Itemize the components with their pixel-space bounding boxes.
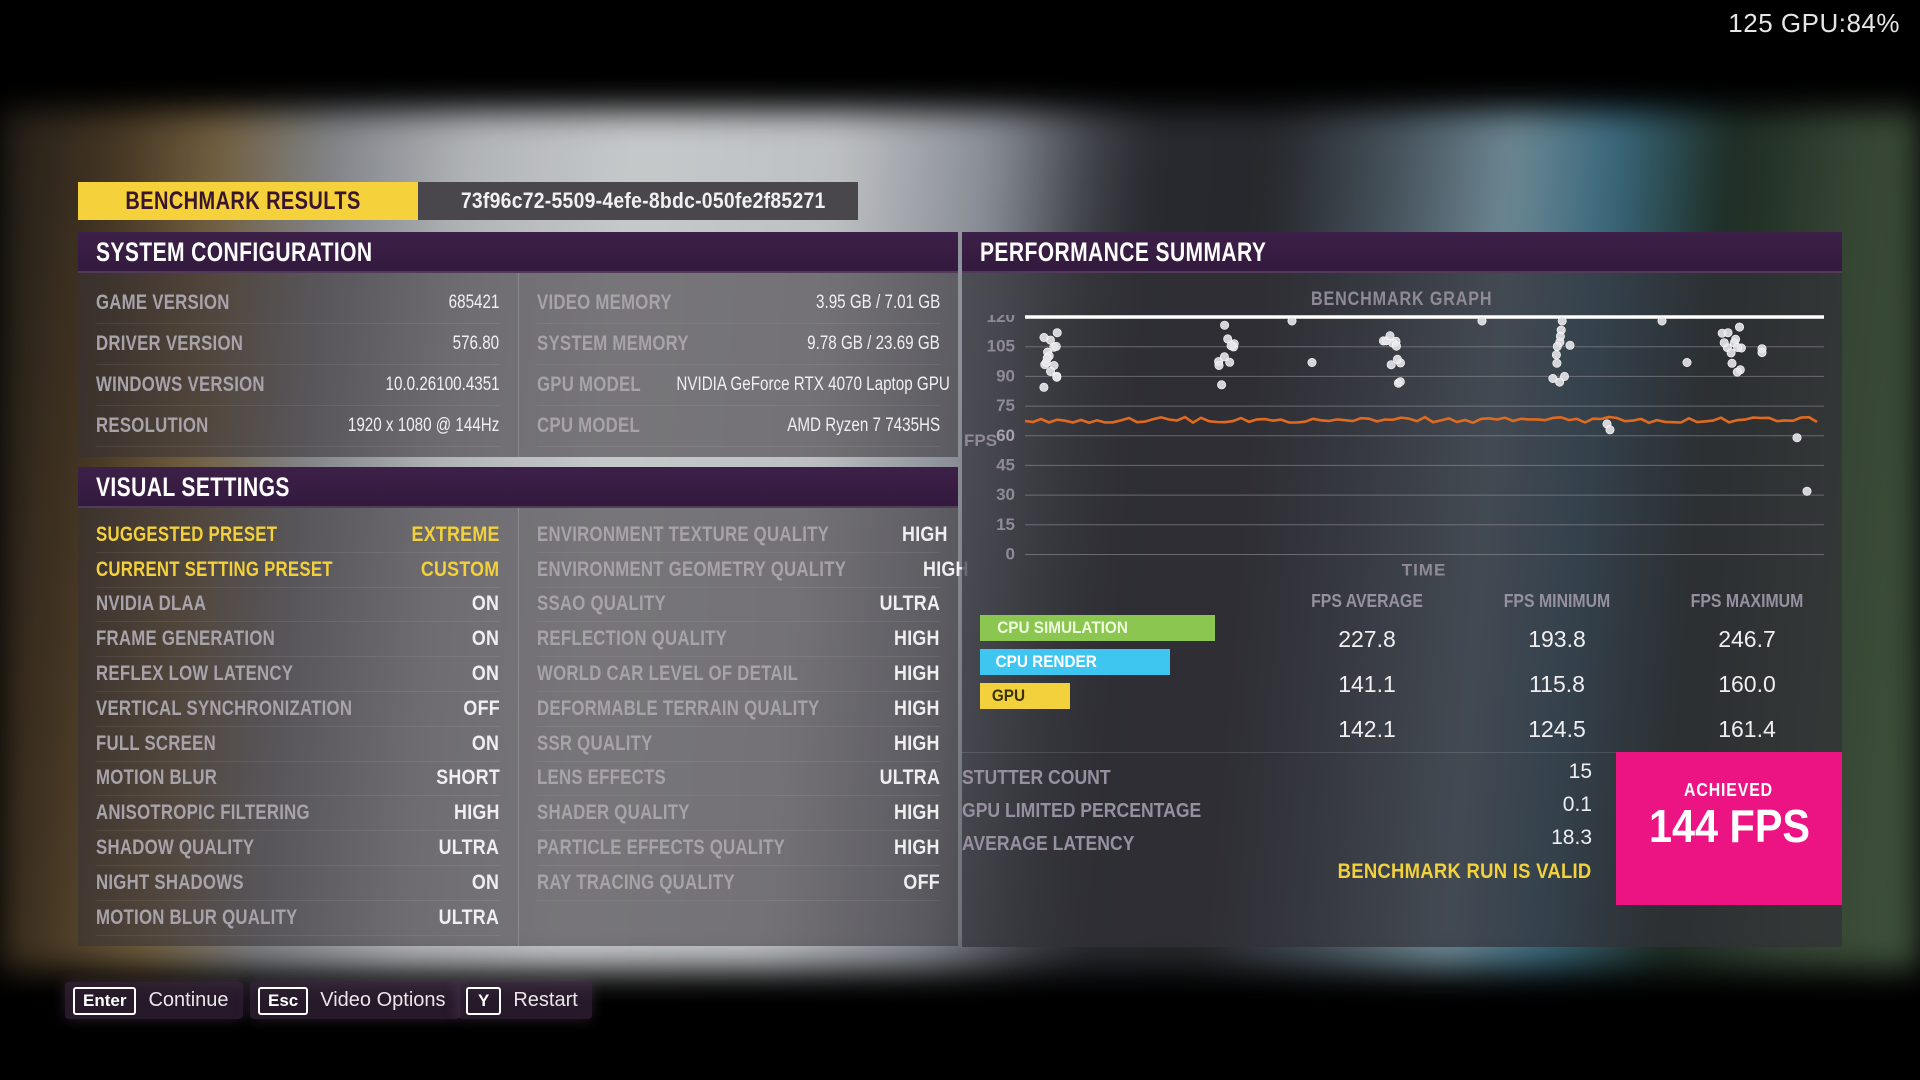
svg-text:60: 60 [996,426,1015,445]
svg-text:TIME: TIME [1402,561,1447,580]
svg-text:120: 120 [987,315,1015,326]
svg-text:0: 0 [1006,545,1015,564]
svg-text:90: 90 [996,366,1015,385]
svg-text:FPS: FPS [964,431,997,450]
svg-text:15: 15 [996,515,1015,534]
svg-text:30: 30 [996,485,1015,504]
svg-text:45: 45 [996,455,1015,474]
svg-text:105: 105 [987,337,1015,356]
svg-text:75: 75 [996,396,1015,415]
